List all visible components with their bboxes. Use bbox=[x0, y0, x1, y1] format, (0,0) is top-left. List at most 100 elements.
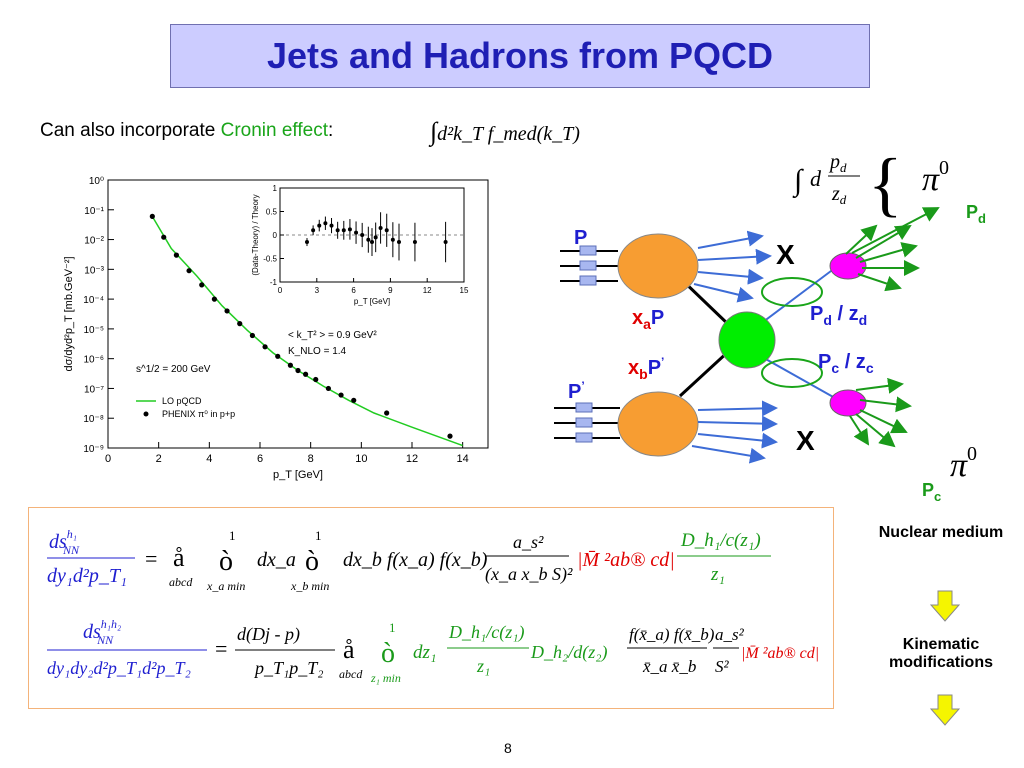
intro-line: Can also incorporate Cronin effect: bbox=[40, 120, 333, 142]
f2-D2: D_h₂/d(z₂) bbox=[530, 642, 608, 663]
f2-f-den: x̄_a x̄_b bbox=[642, 657, 696, 676]
data-point bbox=[351, 397, 357, 403]
inset-y-tick-label: -1 bbox=[270, 278, 278, 287]
data-point bbox=[384, 410, 390, 416]
pd-label: Pd bbox=[966, 202, 986, 226]
feynman-diagram: ∫ d pd zd { π0 bbox=[554, 144, 986, 504]
f2-sum-sub: abcd bbox=[339, 667, 363, 681]
data-point bbox=[338, 392, 344, 398]
formula-1: dsh₁ NN dy₁d²p_T₁ = å abcd 1 ò x_a min dx… bbox=[47, 527, 771, 593]
inset-data-point bbox=[304, 240, 309, 245]
data-point bbox=[295, 367, 301, 374]
f2-int: ò bbox=[381, 638, 395, 669]
f1-alpha-den: (x_a x_b S)² bbox=[485, 564, 573, 585]
hadron-bottom bbox=[617, 391, 699, 457]
medium-ring-bottom bbox=[761, 358, 823, 388]
inset-y-tick-label: 1 bbox=[273, 184, 278, 193]
pd-integral-num: pd bbox=[828, 151, 847, 175]
f1-alpha-num: a_s² bbox=[513, 532, 544, 552]
data-point bbox=[224, 308, 230, 314]
inset-x-tick-label: 0 bbox=[278, 286, 283, 295]
f2-equals: = bbox=[215, 636, 227, 661]
series-lo-pqcd bbox=[150, 214, 463, 447]
inset-data-point bbox=[370, 240, 374, 245]
outgoing-parton-c bbox=[754, 352, 836, 399]
f1-body: dx_b f(x_a) f(x_b) bbox=[343, 549, 488, 571]
x-tick-label: 10 bbox=[355, 453, 367, 465]
x-tick-label: 8 bbox=[308, 453, 314, 465]
outgoing-parton-d bbox=[754, 267, 836, 329]
f2-D1-num: D_h₁/c(z₁) bbox=[448, 622, 525, 643]
f1-equals: = bbox=[145, 546, 157, 571]
inset-x-tick-label: 6 bbox=[351, 286, 356, 295]
knlo-note: K_NLO = 1.4 bbox=[288, 346, 347, 357]
proton-label-top: P bbox=[574, 227, 587, 249]
y-tick-label: 10⁻⁵ bbox=[83, 325, 104, 336]
hard-scatter bbox=[718, 311, 776, 369]
legend-dot-swatch bbox=[143, 411, 149, 417]
data-point bbox=[447, 433, 453, 439]
x-tick-label: 12 bbox=[406, 453, 418, 465]
inset-x-axis-label: p_T [GeV] bbox=[354, 297, 390, 306]
inset-data-point bbox=[396, 240, 401, 245]
y-tick-label: 10⁻¹ bbox=[84, 206, 104, 217]
underlying-event-top bbox=[693, 230, 772, 303]
f2-lhs-den: dy₁dy₂d²p_T₁d²p_T₂ bbox=[47, 658, 191, 678]
incoming-beam-top bbox=[560, 245, 618, 286]
data-point bbox=[249, 332, 255, 339]
y-axis-label: dσ/dyd²p_T [mb.GeV⁻²] bbox=[63, 256, 75, 371]
main-plot-area: 10⁰10⁻¹10⁻²10⁻³10⁻⁴10⁻⁵10⁻⁶10⁻⁷10⁻⁸10⁻⁹0… bbox=[63, 176, 489, 481]
inset-data-point bbox=[323, 221, 328, 226]
energy-note: s^1/2 = 200 GeV bbox=[136, 364, 211, 375]
f2-dz: dz₁ bbox=[413, 642, 437, 663]
intro-colon: : bbox=[328, 120, 334, 141]
xa-P-label: xaP bbox=[632, 307, 664, 332]
kt-integral: ∫d²k_T f_med(k_T) bbox=[430, 117, 580, 147]
slide-title: Jets and Hadrons from PQCD bbox=[266, 35, 774, 76]
pi0-bottom: π0 bbox=[950, 443, 977, 484]
formula-2: dsh₁h₂ NN dy₁dy₂d²p_T₁d²p_T₂ = d(Dj - p) … bbox=[47, 617, 819, 685]
kt-note: < k_T² > = 0.9 GeV² bbox=[288, 330, 377, 341]
kinematic-modifications-label: Kinematic modifications bbox=[888, 636, 993, 671]
data-point bbox=[211, 296, 217, 302]
f1-sum-sub: abcd bbox=[169, 575, 193, 589]
page-number: 8 bbox=[504, 740, 512, 756]
y-tick-label: 10⁻⁴ bbox=[83, 295, 104, 306]
inset-data-point bbox=[347, 227, 352, 232]
inset-data-point bbox=[317, 223, 322, 228]
f1-int2: ò bbox=[305, 546, 319, 577]
f1-int2-top: 1 bbox=[315, 528, 322, 543]
xb-P-label: xbP’ bbox=[628, 355, 664, 382]
data-point bbox=[237, 321, 243, 327]
f2-lhs-num: dsh₁h₂ NN bbox=[83, 617, 121, 647]
inset-x-tick-label: 15 bbox=[460, 286, 469, 295]
y-tick-label: 10⁻⁶ bbox=[83, 355, 104, 366]
pd-integral-sign: ∫ bbox=[792, 164, 804, 199]
x-tick-label: 14 bbox=[457, 453, 469, 465]
f2-int-top: 1 bbox=[389, 620, 396, 635]
f1-lhs-num: dsh₁ NN bbox=[49, 527, 80, 557]
fragmentation-bottom bbox=[829, 389, 867, 417]
pd-integral-den: zd bbox=[831, 183, 847, 207]
title-box: Jets and Hadrons from PQCD bbox=[170, 24, 870, 88]
pc-zc-label: Pc / zc bbox=[818, 351, 874, 376]
data-point bbox=[262, 344, 268, 350]
proton-label-bottom: P’ bbox=[568, 379, 585, 403]
legend-lo-pqcd: LO pQCD bbox=[162, 396, 202, 406]
inset-data-point bbox=[341, 228, 346, 233]
y-tick-label: 10⁻⁷ bbox=[84, 384, 104, 395]
x-tick-label: 4 bbox=[206, 453, 212, 465]
inset-data-point bbox=[354, 230, 359, 235]
pd-zd-label: Pd / zd bbox=[810, 303, 867, 328]
nuclear-medium-label: Nuclear medium bbox=[878, 524, 1004, 541]
x-mark-top: X bbox=[776, 239, 795, 270]
y-tick-label: 10⁻³ bbox=[84, 265, 104, 276]
y-tick-label: 10⁻⁸ bbox=[83, 414, 104, 425]
data-point bbox=[173, 252, 179, 258]
legend-phenix: PHENIX π⁰ in p+p bbox=[162, 409, 235, 419]
inset-data-point bbox=[384, 228, 389, 233]
inset-data-point bbox=[366, 237, 371, 242]
f1-int1: ò bbox=[219, 546, 233, 577]
main-chart: 10⁰10⁻¹10⁻²10⁻³10⁻⁴10⁻⁵10⁻⁶10⁻⁷10⁻⁸10⁻⁹0… bbox=[63, 176, 489, 481]
data-point bbox=[186, 268, 192, 274]
